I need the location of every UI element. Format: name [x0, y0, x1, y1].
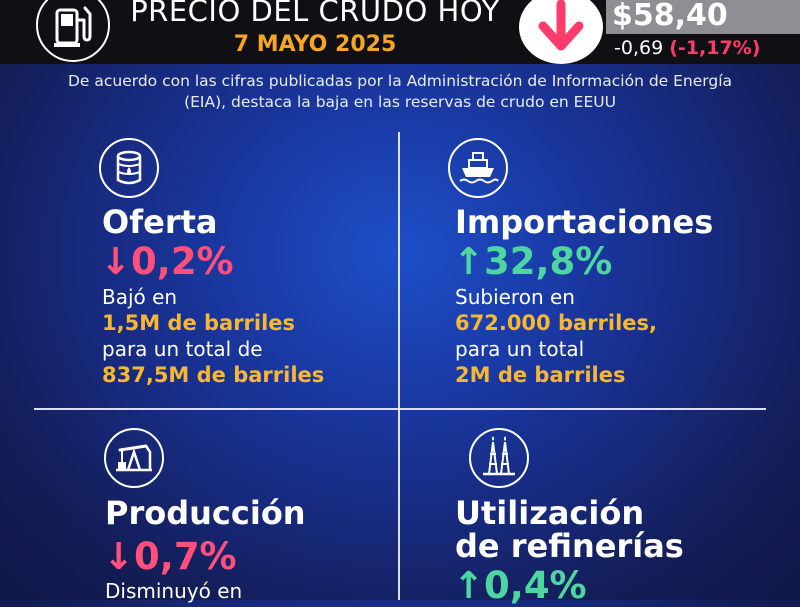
change-percent: (-1,17%) — [669, 37, 761, 59]
oferta-line1: Bajó en — [102, 285, 178, 309]
vertical-divider — [398, 132, 400, 600]
importaciones-line4: 2M de barriles — [455, 363, 626, 387]
importaciones-change: ↑32,8% — [453, 242, 612, 282]
importaciones-change-value: 32,8% — [484, 240, 613, 283]
fuel-pump-icon — [36, 0, 110, 62]
produccion-change: ↓0,7% — [103, 537, 237, 577]
arrow-down-icon — [519, 0, 603, 64]
arrow-up-icon: ↑ — [453, 240, 485, 283]
oferta-line2: 1,5M de barriles — [102, 311, 296, 335]
ship-icon — [448, 138, 508, 198]
oil-pumpjack-icon — [104, 428, 164, 488]
produccion-line1: Disminuyó en — [105, 579, 243, 603]
horizontal-divider — [34, 408, 766, 410]
produccion-heading: Producción — [105, 494, 306, 532]
oferta-line4: 837,5M de barriles — [102, 363, 325, 387]
price-change: -0,69 (-1,17%) — [614, 37, 760, 59]
change-value: -0,69 — [614, 37, 664, 59]
importaciones-line3: para un total — [455, 337, 585, 361]
oferta-change-value: 0,2% — [131, 240, 234, 283]
refinerias-heading-line1: Utilización — [455, 494, 645, 532]
importaciones-description: Subieron en 672.000 barriles, para un to… — [455, 284, 657, 388]
oferta-heading: Oferta — [102, 203, 218, 241]
oil-barrel-icon — [99, 138, 159, 198]
importaciones-heading: Importaciones — [455, 203, 714, 241]
importaciones-line2: 672.000 barriles, — [455, 311, 657, 335]
page-title: PRECIO DEL CRUDO HOY — [130, 0, 500, 28]
refinerias-change-value: 0,4% — [484, 564, 587, 607]
refinerias-heading-line2: de refinerías — [455, 527, 684, 565]
arrow-up-icon: ↑ — [453, 564, 485, 607]
produccion-description: Disminuyó en — [105, 578, 242, 604]
arrow-down-icon: ↓ — [100, 240, 132, 283]
date-label: 7 MAYO 2025 — [233, 32, 397, 57]
refinerias-change: ↑0,4% — [453, 566, 587, 606]
oferta-description: Bajó en 1,5M de barriles para un total d… — [102, 284, 324, 388]
price-box — [606, 0, 800, 34]
price-value: $58,40 — [612, 0, 728, 33]
produccion-change-value: 0,7% — [134, 535, 237, 578]
oferta-line3: para un total de — [102, 337, 263, 361]
oferta-change: ↓0,2% — [100, 242, 234, 282]
intro-text: De acuerdo con las cifras publicadas por… — [67, 72, 733, 111]
arrow-down-icon: ↓ — [103, 535, 135, 578]
importaciones-line1: Subieron en — [455, 285, 575, 309]
refinery-towers-icon — [469, 428, 529, 488]
